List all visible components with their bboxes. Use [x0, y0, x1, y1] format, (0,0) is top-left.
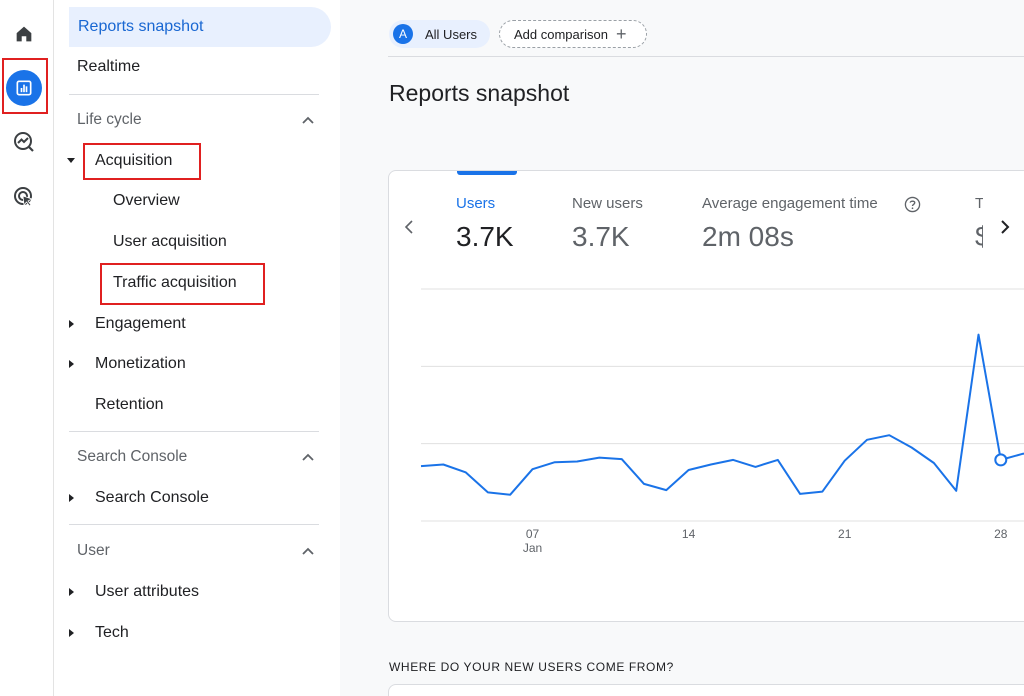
caret-right-icon[interactable] [69, 588, 74, 596]
nav-monetization[interactable]: Monetization [95, 355, 186, 372]
header-divider [388, 56, 1024, 57]
chevron-left-icon[interactable] [401, 219, 417, 235]
x-tick-label: 14 [682, 527, 696, 541]
chevron-up-icon[interactable] [301, 452, 315, 462]
nav-divider [69, 94, 319, 95]
new-users-source-card [388, 684, 1024, 696]
all-users-avatar: A [393, 24, 413, 44]
nav-acquisition[interactable]: Acquisition [95, 152, 173, 169]
highlighted-data-point [994, 453, 1008, 467]
metric-tab-new-users[interactable]: New users [572, 195, 643, 212]
main-content: A All Users Add comparison + Reports sna… [340, 0, 1024, 696]
chevron-up-icon[interactable] [301, 115, 315, 125]
nav-overview[interactable]: Overview [113, 192, 180, 209]
reports-icon-highlight [2, 58, 48, 114]
nav-reports-snapshot[interactable]: Reports snapshot [69, 7, 331, 47]
icon-rail [0, 0, 54, 696]
all-users-chip[interactable]: A All Users [389, 20, 490, 48]
section-caption: WHERE DO YOUR NEW USERS COME FROM? [389, 660, 674, 674]
caret-down-icon[interactable] [67, 158, 75, 163]
metric-value-truncated: $ [975, 221, 983, 253]
caret-right-icon[interactable] [69, 494, 74, 502]
acquisition-highlight [83, 143, 201, 180]
help-circle-icon[interactable] [904, 196, 921, 213]
chevron-right-icon[interactable] [997, 219, 1013, 235]
nav-traffic-acquisition[interactable]: Traffic acquisition [113, 274, 237, 291]
nav-engagement[interactable]: Engagement [95, 315, 186, 332]
x-tick-label: 21 [838, 527, 852, 541]
nav-divider [69, 431, 319, 432]
reports-navigation: Reports snapshot Realtime Life cycle Acq… [55, 0, 339, 696]
chevron-up-icon[interactable] [301, 546, 315, 556]
all-users-label: All Users [425, 26, 478, 42]
nav-tech[interactable]: Tech [95, 624, 129, 641]
caret-right-icon[interactable] [69, 360, 74, 368]
section-search-console-title[interactable]: Search Console [77, 448, 188, 465]
section-user-title[interactable]: User [77, 542, 110, 559]
nav-user-acquisition[interactable]: User acquisition [113, 233, 227, 250]
metric-value-new-users: 3.7K [572, 221, 630, 252]
nav-user-attributes[interactable]: User attributes [95, 583, 200, 600]
x-tick-label: 28 [994, 527, 1008, 541]
advertising-cursor-icon[interactable] [8, 181, 40, 213]
metric-tab-avg-engagement-time[interactable]: Average engagement time [702, 195, 878, 212]
active-tab-indicator [457, 171, 517, 175]
section-life-cycle-title[interactable]: Life cycle [77, 111, 142, 128]
metric-value-avg-engagement-time: 2m 08s [702, 221, 794, 252]
x-tick-month-label: Jan [523, 541, 542, 555]
caret-right-icon[interactable] [69, 629, 74, 637]
nav-retention[interactable]: Retention [95, 396, 164, 413]
metrics-chart-card: Users 3.7K New users 3.7K Average engage… [388, 170, 1024, 622]
caret-right-icon[interactable] [69, 320, 74, 328]
nav-realtime[interactable]: Realtime [77, 58, 141, 75]
add-comparison-label: Add comparison [514, 26, 608, 42]
metric-tab-users[interactable]: Users [456, 195, 496, 212]
x-tick-label: 07 [526, 527, 540, 541]
plus-icon: + [615, 24, 627, 44]
add-comparison-button[interactable]: Add comparison + [499, 20, 647, 48]
metric-value-users: 3.7K [456, 221, 514, 252]
home-icon[interactable] [8, 18, 40, 50]
nav-divider [69, 524, 319, 525]
reports-bar-chart-icon[interactable] [6, 70, 42, 106]
metric-tab-truncated[interactable]: T [975, 195, 983, 212]
users-series-line [420, 333, 1024, 496]
page-title: Reports snapshot [389, 80, 570, 106]
traffic-acquisition-highlight [100, 263, 265, 305]
nav-search-console[interactable]: Search Console [95, 489, 209, 506]
explore-trend-icon[interactable] [8, 126, 40, 158]
